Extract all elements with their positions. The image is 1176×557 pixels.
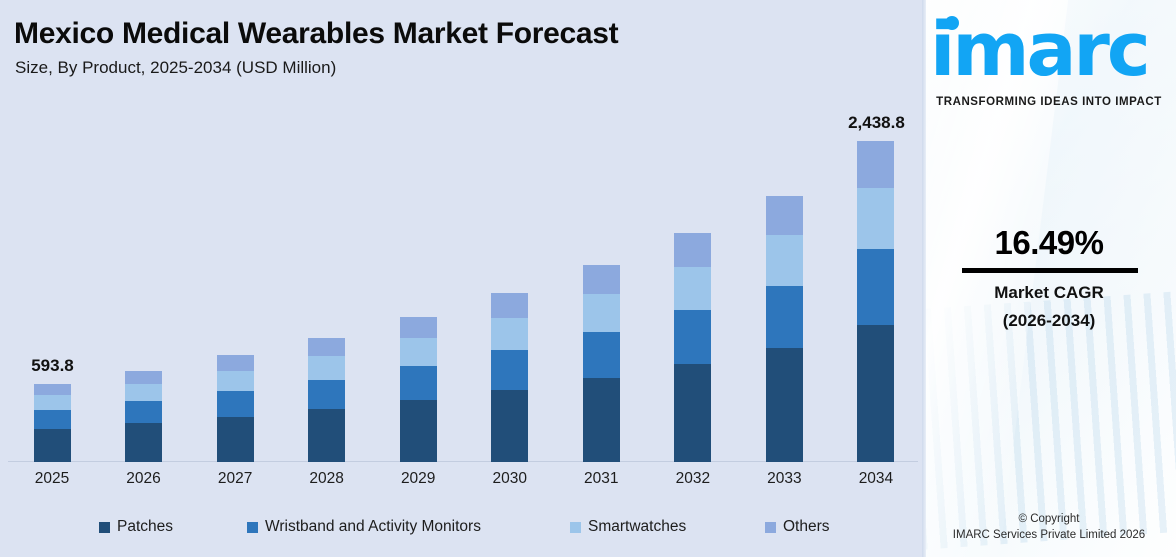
bar-segment-patches xyxy=(582,378,620,462)
bar-segment-wristband-and-activity-monitors xyxy=(216,391,254,417)
bar-2027 xyxy=(216,355,254,462)
bar-segment-wristband-and-activity-monitors xyxy=(308,379,346,409)
bar-2034 xyxy=(857,141,895,462)
bar-segment-patches xyxy=(399,400,437,462)
x-tick-2030: 2030 xyxy=(492,470,527,487)
bar-segment-smartwatches xyxy=(582,294,620,332)
legend-item-others[interactable]: Others xyxy=(765,518,830,536)
bar-2031 xyxy=(582,265,620,462)
bar-segment-others xyxy=(216,355,254,372)
bar-2033 xyxy=(765,195,803,462)
cagr-divider xyxy=(962,268,1138,273)
logo-wordmark: imarc xyxy=(930,7,1151,93)
legend-item-wristband-and-activity-monitors[interactable]: Wristband and Activity Monitors xyxy=(247,518,481,536)
logo-tagline: TRANSFORMING IDEAS INTO IMPACT xyxy=(936,96,1162,108)
cagr-period: (2026-2034) xyxy=(1002,311,1096,330)
bar-segment-wristband-and-activity-monitors xyxy=(33,410,71,429)
bar-segment-others xyxy=(33,383,71,396)
copyright-line-1: © Copyright xyxy=(1018,513,1080,525)
bar-segment-smartwatches xyxy=(491,318,529,351)
plot-area: 593.8 2,438.8 xyxy=(0,100,922,463)
x-axis-tick-labels: 2025 2026 2027 2028 2029 2030 2031 2032 2033 2034 xyxy=(0,470,922,496)
x-axis-line xyxy=(8,461,918,462)
bar-segment-wristband-and-activity-monitors xyxy=(765,285,803,349)
bar-segment-smartwatches xyxy=(765,234,803,286)
side-panel: imarc TRANSFORMING IDEAS INTO IMPACT 16.… xyxy=(922,0,1176,557)
x-tick-2025: 2025 xyxy=(34,470,70,487)
bar-value-label-2034: 2,438.8 xyxy=(848,113,905,132)
bar-segment-wristband-and-activity-monitors xyxy=(491,350,529,391)
x-tick-2028: 2028 xyxy=(309,470,344,487)
bar-segment-wristband-and-activity-monitors xyxy=(399,365,437,401)
bar-segment-smartwatches xyxy=(33,395,71,411)
bar-2025 xyxy=(33,383,71,462)
bar-segment-smartwatches xyxy=(857,188,895,250)
logo-dot-icon xyxy=(945,16,959,30)
bar-segment-smartwatches xyxy=(399,338,437,366)
bar-segment-wristband-and-activity-monitors xyxy=(674,310,712,365)
chart-legend: Patches Wristband and Activity Monitors Sm… xyxy=(0,518,922,546)
bar-value-label-2025: 593.8 xyxy=(31,355,74,375)
bar-segment-wristband-and-activity-monitors xyxy=(857,249,895,326)
x-tick-2026: 2026 xyxy=(126,470,161,487)
bar-segment-patches xyxy=(674,364,712,462)
bar-segment-patches xyxy=(308,408,346,462)
bar-2030 xyxy=(491,293,529,462)
chart-panel: Mexico Medical Wearables Market Forecast… xyxy=(0,17,922,546)
legend-label: Others xyxy=(783,518,830,535)
copyright-line-2: IMARC Services Private Limited 2026 xyxy=(952,529,1146,541)
legend-swatch-icon xyxy=(99,521,110,533)
bar-segment-patches xyxy=(125,423,163,462)
bar-segment-others xyxy=(765,195,803,235)
side-panel-edge xyxy=(922,0,926,557)
legend-label: Wristband and Activity Monitors xyxy=(265,518,481,535)
bar-segment-others xyxy=(582,265,620,295)
bar-segment-others xyxy=(125,370,163,385)
cagr-label: Market CAGR xyxy=(994,283,1104,302)
page-title: Mexico Medical Wearables Market Forecast xyxy=(14,17,619,50)
bar-2028 xyxy=(308,337,346,462)
x-tick-2033: 2033 xyxy=(767,470,802,487)
bar-segment-smartwatches xyxy=(674,266,712,311)
bar-segment-smartwatches xyxy=(216,371,254,392)
cagr-value: 16.49% xyxy=(994,224,1104,261)
x-tick-2032: 2032 xyxy=(675,470,711,487)
bar-segment-others xyxy=(399,317,437,339)
legend-swatch-icon xyxy=(247,521,258,533)
legend-swatch-icon xyxy=(570,521,581,533)
bar-segment-others xyxy=(674,233,712,267)
legend-label: Smartwatches xyxy=(588,518,687,535)
legend-item-patches[interactable]: Patches xyxy=(99,518,173,536)
imarc-logo: imarc TRANSFORMING IDEAS INTO IMPACT xyxy=(922,8,1176,108)
bar-segment-smartwatches xyxy=(125,384,163,402)
x-tick-2027: 2027 xyxy=(217,470,253,487)
bar-segment-patches xyxy=(216,416,254,462)
bar-segment-patches xyxy=(765,348,803,462)
legend-swatch-icon xyxy=(765,521,776,533)
bar-2026 xyxy=(125,370,163,462)
bar-segment-patches xyxy=(857,325,895,462)
bar-segment-patches xyxy=(33,428,71,462)
bar-segment-smartwatches xyxy=(308,356,346,380)
bar-2032 xyxy=(674,233,712,462)
bar-segment-patches xyxy=(491,390,529,462)
x-tick-2029: 2029 xyxy=(400,470,436,487)
bar-segment-others xyxy=(857,141,895,189)
x-tick-2031: 2031 xyxy=(584,470,619,487)
legend-item-smartwatches[interactable]: Smartwatches xyxy=(570,518,686,536)
bar-segment-others xyxy=(308,337,346,356)
page-subtitle: Size, By Product, 2025-2034 (USD Million… xyxy=(15,58,337,77)
bar-segment-wristband-and-activity-monitors xyxy=(582,331,620,379)
bar-segment-wristband-and-activity-monitors xyxy=(125,401,163,424)
legend-label: Patches xyxy=(117,518,174,535)
bar-segment-others xyxy=(491,293,529,319)
x-tick-2034: 2034 xyxy=(858,470,894,487)
bar-2029 xyxy=(399,317,437,462)
